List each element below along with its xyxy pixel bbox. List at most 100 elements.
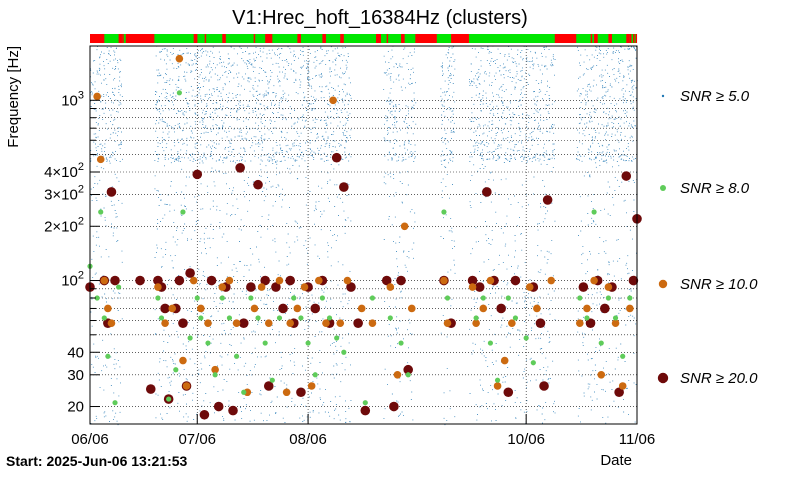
segment-down — [629, 34, 632, 43]
data-point — [547, 276, 555, 285]
data-point — [510, 275, 521, 286]
data-point — [238, 318, 249, 328]
data-point — [405, 372, 411, 378]
data-point — [155, 295, 161, 301]
data-point — [600, 303, 610, 314]
x-tick-label: 07/06 — [178, 431, 216, 448]
data-point — [525, 283, 534, 291]
data-point — [583, 304, 591, 313]
data-point — [474, 282, 485, 292]
data-point — [611, 319, 620, 327]
data-point — [360, 405, 371, 416]
data-point — [315, 276, 323, 285]
segment-down — [376, 34, 380, 43]
data-point — [197, 304, 205, 313]
data-point — [310, 303, 321, 314]
data-point — [605, 295, 611, 301]
data-point — [539, 381, 549, 391]
data-point — [285, 275, 296, 286]
segment-down — [193, 34, 198, 43]
data-point — [387, 315, 393, 321]
data-point — [180, 209, 186, 215]
data-point — [386, 283, 395, 291]
data-point — [278, 303, 288, 314]
data-point — [291, 295, 297, 301]
data-point — [192, 169, 203, 180]
legend-marker — [661, 94, 665, 98]
data-point — [381, 275, 392, 286]
data-point — [577, 295, 583, 301]
data-point — [145, 384, 156, 394]
legend-marker — [658, 279, 668, 289]
data-point — [241, 389, 247, 395]
data-point — [199, 409, 210, 420]
data-point — [228, 405, 238, 416]
x-tick-label: 11/06 — [619, 431, 655, 448]
segment-down — [416, 34, 419, 43]
data-point — [286, 319, 295, 327]
segment-down — [204, 34, 207, 43]
y-tick-label: 20 — [67, 399, 84, 416]
legend-label: SNR ≥ 10.0 — [680, 276, 758, 293]
segment-down — [635, 34, 638, 43]
y-axis-label: Frequency [Hz] — [5, 46, 22, 148]
segment-bar — [90, 34, 638, 43]
data-point — [246, 282, 256, 292]
data-point — [368, 319, 377, 327]
legend-label: SNR ≥ 5.0 — [680, 88, 750, 105]
data-point — [341, 349, 347, 355]
data-point — [598, 340, 604, 346]
series-marks — [85, 54, 642, 420]
data-point — [198, 315, 204, 321]
data-point — [362, 400, 368, 406]
legend-label: SNR ≥ 20.0 — [680, 370, 758, 387]
data-point — [225, 276, 234, 285]
data-point — [232, 319, 241, 327]
data-point — [621, 171, 632, 181]
segment-down — [90, 34, 105, 43]
data-point — [269, 377, 275, 383]
data-point — [105, 353, 111, 359]
data-point — [179, 356, 187, 365]
data-point — [93, 92, 101, 101]
data-point — [597, 370, 606, 379]
data-point — [205, 340, 211, 346]
segment-down — [626, 34, 630, 43]
segment-down — [130, 34, 133, 43]
data-point — [628, 275, 639, 286]
data-point — [407, 304, 416, 313]
data-point — [329, 96, 337, 105]
segment-down — [386, 34, 389, 43]
data-point — [346, 282, 356, 292]
data-point — [218, 283, 227, 291]
legend-label: SNR ≥ 8.0 — [680, 180, 750, 197]
data-point — [584, 315, 590, 321]
data-point — [542, 195, 553, 205]
data-point — [473, 315, 479, 321]
segment-down — [590, 34, 593, 43]
data-point — [305, 340, 311, 346]
y-ticks: 20 30 40 102 2×102 3×102 4×102 103 — [44, 89, 100, 416]
data-point — [493, 382, 502, 390]
data-point — [533, 304, 541, 313]
background-triggers — [90, 45, 638, 426]
data-point — [298, 315, 304, 321]
data-point — [206, 275, 217, 286]
segment-down — [633, 34, 635, 43]
data-point — [178, 318, 188, 328]
y-tick-label: 3×102 — [44, 184, 84, 204]
data-point — [235, 163, 245, 173]
data-point — [503, 387, 514, 398]
data-point — [168, 304, 177, 313]
data-point — [260, 275, 270, 286]
data-point — [479, 304, 488, 313]
data-point — [357, 304, 366, 313]
data-point — [585, 318, 596, 328]
data-point — [620, 353, 626, 359]
data-point — [398, 340, 404, 346]
data-point — [112, 400, 118, 406]
data-point — [282, 388, 291, 397]
data-point — [257, 283, 266, 291]
data-point — [480, 295, 486, 301]
data-point — [107, 319, 116, 327]
